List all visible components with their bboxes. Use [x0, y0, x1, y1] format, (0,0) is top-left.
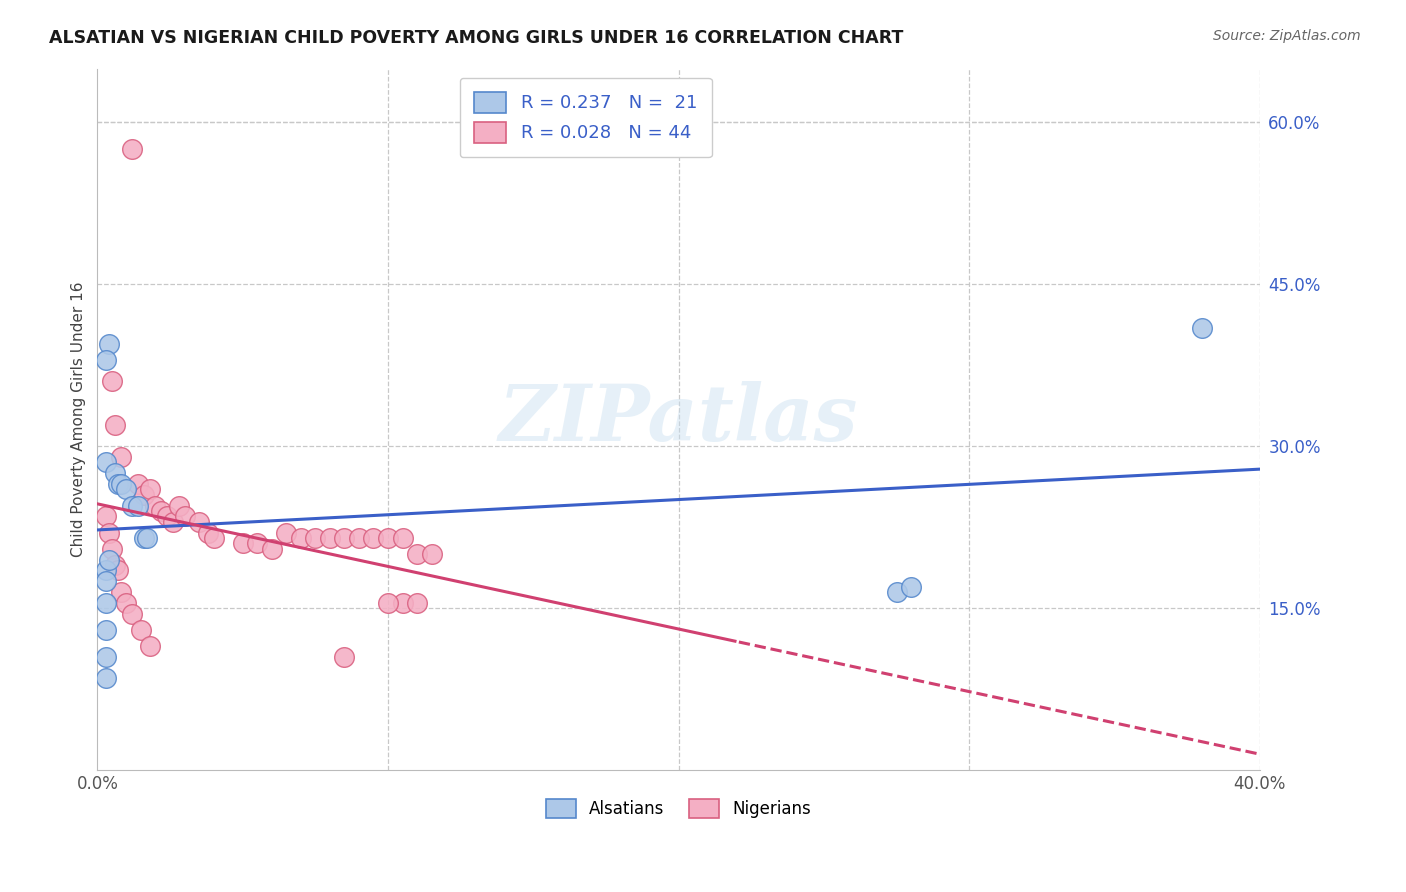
- Point: [145, 499, 167, 513]
- Point: [197, 525, 219, 540]
- Text: Source: ZipAtlas.com: Source: ZipAtlas.com: [1213, 29, 1361, 43]
- Point: [132, 488, 155, 502]
- Point: [115, 596, 138, 610]
- Point: [107, 563, 129, 577]
- Point: [1191, 320, 1213, 334]
- Point: [202, 531, 225, 545]
- Point: [121, 143, 143, 157]
- Point: [347, 531, 370, 545]
- Point: [167, 499, 190, 513]
- Point: [94, 623, 117, 637]
- Point: [127, 477, 149, 491]
- Text: ZIPatlas: ZIPatlas: [499, 381, 858, 458]
- Point: [132, 531, 155, 545]
- Point: [94, 509, 117, 524]
- Point: [188, 515, 211, 529]
- Point: [135, 531, 157, 545]
- Point: [110, 585, 132, 599]
- Point: [290, 531, 312, 545]
- Point: [121, 607, 143, 621]
- Point: [377, 596, 399, 610]
- Point: [129, 623, 152, 637]
- Point: [107, 477, 129, 491]
- Point: [104, 558, 127, 572]
- Point: [156, 509, 179, 524]
- Point: [900, 580, 922, 594]
- Point: [260, 541, 283, 556]
- Point: [94, 574, 117, 589]
- Point: [319, 531, 342, 545]
- Point: [94, 352, 117, 367]
- Point: [276, 525, 298, 540]
- Point: [150, 504, 173, 518]
- Point: [391, 531, 413, 545]
- Point: [406, 547, 429, 561]
- Point: [391, 596, 413, 610]
- Point: [94, 596, 117, 610]
- Point: [138, 483, 160, 497]
- Point: [98, 525, 121, 540]
- Point: [115, 483, 138, 497]
- Point: [110, 477, 132, 491]
- Point: [94, 649, 117, 664]
- Point: [127, 499, 149, 513]
- Point: [886, 585, 908, 599]
- Point: [98, 336, 121, 351]
- Point: [121, 499, 143, 513]
- Point: [162, 515, 184, 529]
- Y-axis label: Child Poverty Among Girls Under 16: Child Poverty Among Girls Under 16: [72, 282, 86, 557]
- Text: ALSATIAN VS NIGERIAN CHILD POVERTY AMONG GIRLS UNDER 16 CORRELATION CHART: ALSATIAN VS NIGERIAN CHILD POVERTY AMONG…: [49, 29, 904, 46]
- Point: [94, 455, 117, 469]
- Point: [246, 536, 269, 550]
- Point: [110, 450, 132, 464]
- Point: [101, 541, 124, 556]
- Point: [104, 467, 127, 481]
- Point: [363, 531, 385, 545]
- Point: [304, 531, 326, 545]
- Point: [420, 547, 443, 561]
- Point: [101, 375, 124, 389]
- Point: [333, 649, 356, 664]
- Point: [232, 536, 254, 550]
- Legend: Alsatians, Nigerians: Alsatians, Nigerians: [538, 792, 818, 825]
- Point: [98, 552, 121, 566]
- Point: [406, 596, 429, 610]
- Point: [94, 563, 117, 577]
- Point: [94, 671, 117, 685]
- Point: [333, 531, 356, 545]
- Point: [138, 639, 160, 653]
- Point: [377, 531, 399, 545]
- Point: [104, 417, 127, 432]
- Point: [173, 509, 195, 524]
